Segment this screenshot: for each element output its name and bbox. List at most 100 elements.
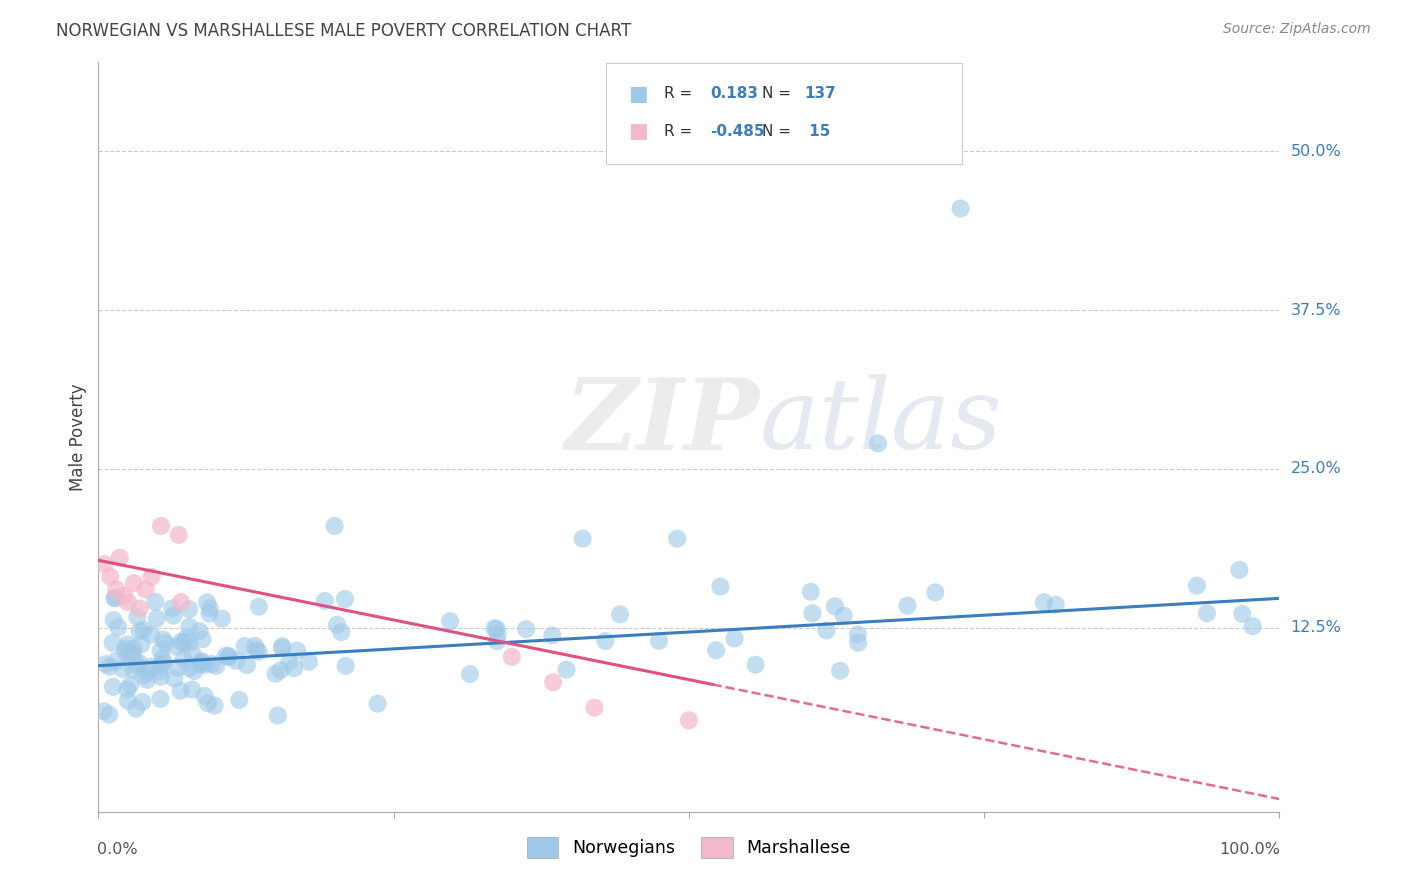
- Text: 25.0%: 25.0%: [1291, 461, 1341, 476]
- Point: [245, 643, 267, 657]
- Point: [152, 656, 174, 670]
- Text: 12.5%: 12.5%: [1291, 620, 1341, 635]
- Point: [162, 608, 184, 623]
- Point: [132, 669, 155, 683]
- Point: [122, 662, 145, 676]
- Point: [824, 599, 846, 614]
- Text: -0.485: -0.485: [710, 124, 765, 138]
- Point: [846, 627, 869, 641]
- Point: [718, 87, 741, 102]
- Point: [143, 595, 166, 609]
- Point: [211, 611, 233, 625]
- Point: [666, 532, 689, 546]
- Point: [247, 645, 270, 659]
- Text: 0.183: 0.183: [710, 87, 758, 101]
- Point: [179, 620, 201, 634]
- Point: [190, 655, 212, 669]
- Text: R =: R =: [664, 124, 697, 138]
- Point: [188, 624, 211, 639]
- Point: [800, 584, 823, 599]
- Point: [118, 647, 141, 661]
- Point: [122, 641, 145, 656]
- Point: [128, 657, 150, 671]
- Point: [583, 700, 606, 714]
- Text: ■: ■: [628, 84, 648, 103]
- Point: [98, 707, 121, 722]
- Point: [205, 658, 228, 673]
- Point: [152, 651, 174, 665]
- Point: [541, 675, 564, 690]
- Point: [678, 713, 700, 727]
- Point: [571, 532, 593, 546]
- Point: [148, 665, 170, 679]
- Point: [139, 659, 162, 673]
- Text: N =: N =: [762, 87, 796, 101]
- Point: [155, 636, 177, 650]
- Point: [115, 682, 138, 697]
- Point: [94, 657, 117, 672]
- Point: [132, 623, 155, 637]
- Point: [243, 639, 266, 653]
- Point: [103, 613, 125, 627]
- Point: [1195, 606, 1218, 620]
- Point: [228, 693, 250, 707]
- Point: [367, 697, 389, 711]
- Text: N =: N =: [762, 124, 796, 138]
- Point: [648, 633, 671, 648]
- Point: [173, 652, 195, 666]
- Point: [125, 702, 148, 716]
- Text: 37.5%: 37.5%: [1291, 302, 1341, 318]
- Point: [136, 665, 159, 680]
- Point: [283, 661, 305, 675]
- Point: [195, 595, 218, 609]
- Point: [709, 580, 731, 594]
- Point: [122, 576, 145, 591]
- Point: [117, 637, 139, 651]
- Point: [117, 694, 139, 708]
- Point: [285, 643, 308, 657]
- Point: [131, 695, 153, 709]
- Point: [117, 595, 139, 609]
- Point: [815, 624, 838, 638]
- Point: [181, 682, 204, 697]
- Point: [98, 659, 121, 673]
- Point: [128, 624, 150, 638]
- Point: [801, 606, 824, 620]
- Point: [120, 678, 142, 692]
- Point: [152, 632, 174, 647]
- Point: [194, 689, 217, 703]
- Point: [181, 647, 204, 661]
- Point: [107, 620, 129, 634]
- Point: [201, 657, 224, 671]
- Point: [298, 655, 321, 669]
- Point: [101, 636, 124, 650]
- Point: [335, 658, 357, 673]
- Point: [191, 632, 214, 647]
- Text: 0.0%: 0.0%: [97, 842, 138, 856]
- Point: [247, 599, 270, 614]
- Point: [866, 436, 889, 450]
- Point: [179, 602, 201, 616]
- Point: [149, 658, 172, 673]
- Point: [949, 202, 972, 216]
- Point: [484, 621, 506, 635]
- Point: [93, 704, 115, 718]
- Point: [330, 625, 353, 640]
- Text: atlas: atlas: [759, 375, 1002, 470]
- Text: ■: ■: [628, 121, 648, 141]
- Point: [314, 594, 336, 608]
- Point: [198, 601, 221, 615]
- Point: [204, 698, 226, 713]
- Text: ZIP: ZIP: [565, 374, 759, 470]
- Point: [169, 683, 191, 698]
- Point: [515, 622, 537, 636]
- Point: [93, 557, 115, 571]
- Point: [108, 550, 131, 565]
- Y-axis label: Male Poverty: Male Poverty: [69, 384, 87, 491]
- Point: [179, 635, 201, 649]
- Point: [111, 662, 134, 676]
- Text: 50.0%: 50.0%: [1291, 144, 1341, 159]
- Point: [191, 655, 214, 669]
- Point: [145, 611, 167, 625]
- Point: [267, 708, 290, 723]
